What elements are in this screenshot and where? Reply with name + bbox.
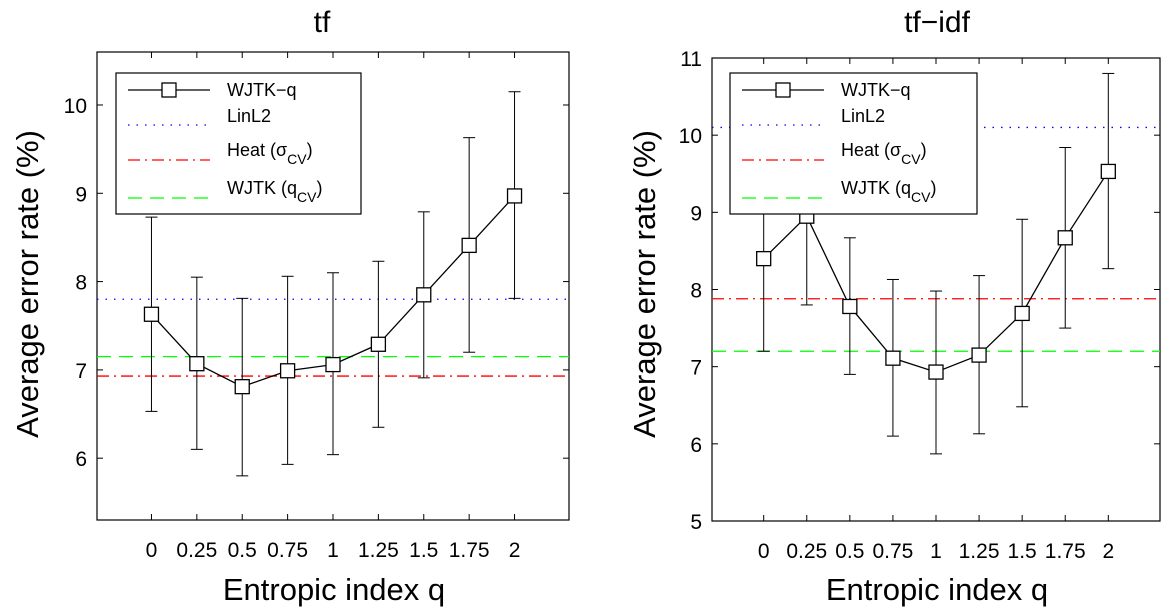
chart-title: tf <box>314 6 331 39</box>
data-point-marker <box>971 347 987 363</box>
data-point-marker <box>143 306 160 322</box>
chart-title: tf−idf <box>904 6 971 39</box>
x-tick-label: 2 <box>509 539 521 562</box>
data-point-marker <box>506 188 523 204</box>
chart-tf: tf Average error rate (%) Entropic index… <box>10 6 570 607</box>
x-axis-label: Entropic index q <box>223 572 445 607</box>
data-point-marker <box>1100 163 1116 180</box>
x-tick-label: 1.25 <box>358 539 399 562</box>
x-tick-label: 1.25 <box>959 540 1000 563</box>
x-tick-label: 0.25 <box>176 539 217 562</box>
y-axis-label: Average error rate (%) <box>627 130 662 438</box>
y-tick-label: 9 <box>690 202 702 225</box>
x-axis-label: Entropic index q <box>826 572 1048 607</box>
x-tick-label: 0 <box>146 539 158 562</box>
y-tick-label: 7 <box>690 357 702 380</box>
legend-label: LinL2 <box>227 106 271 126</box>
y-tick-label: 10 <box>64 95 87 118</box>
x-tick-label: 1.5 <box>409 539 438 562</box>
data-point-marker <box>1057 230 1073 246</box>
y-tick-label: 11 <box>680 48 702 71</box>
legend <box>115 72 362 215</box>
data-point-marker <box>189 356 205 372</box>
y-tick-label: 6 <box>690 434 702 457</box>
data-point-marker <box>1014 305 1030 322</box>
data-point-marker <box>928 364 944 380</box>
x-tick-label: 1.75 <box>1045 540 1086 563</box>
legend-marker <box>161 82 177 98</box>
data-point-marker <box>885 350 901 366</box>
y-tick-label: 8 <box>690 280 702 303</box>
data-point-marker <box>842 298 858 315</box>
data-point-marker <box>416 287 432 303</box>
x-tick-label: 0.5 <box>228 539 257 562</box>
data-point-marker <box>461 237 477 254</box>
y-tick-label: 6 <box>75 448 87 471</box>
data-point-marker <box>234 379 250 395</box>
legend-label: WJTK−q <box>227 80 297 100</box>
x-tick-label: 0.5 <box>835 540 864 563</box>
x-tick-label: 0.75 <box>872 540 913 563</box>
data-point-marker <box>756 250 772 267</box>
y-tick-label: 5 <box>690 511 702 534</box>
y-tick-label: 7 <box>75 360 87 383</box>
data-point-marker <box>325 356 341 373</box>
legend-marker <box>775 82 791 98</box>
legend-label: WJTK−q <box>841 80 911 100</box>
legend-label: LinL2 <box>841 106 885 126</box>
x-tick-label: 1.5 <box>1008 540 1037 563</box>
x-tick-label: 1 <box>930 540 942 563</box>
x-tick-label: 0.25 <box>786 540 827 563</box>
chart-tf-idf: tf−idf Average error rate (%) Entropic i… <box>627 6 1161 607</box>
x-tick-label: 0.75 <box>267 539 308 562</box>
y-tick-label: 10 <box>679 125 702 148</box>
y-axis-label: Average error rate (%) <box>10 130 45 438</box>
y-tick-label: 9 <box>75 183 87 206</box>
y-tick-label: 8 <box>75 272 87 295</box>
data-point-marker <box>370 336 387 352</box>
x-tick-label: 0 <box>758 540 770 563</box>
legend <box>729 72 978 215</box>
data-point-marker <box>279 363 296 379</box>
x-tick-label: 2 <box>1102 540 1114 563</box>
x-tick-label: 1 <box>327 539 339 562</box>
x-tick-label: 1.75 <box>449 539 490 562</box>
